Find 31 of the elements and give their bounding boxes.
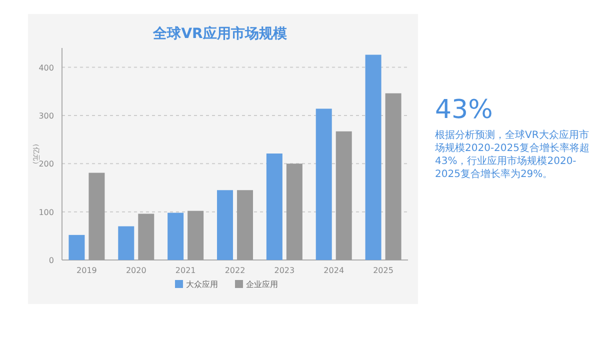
legend-label: 企业应用 (246, 280, 278, 289)
bar (217, 190, 233, 260)
bar (316, 108, 332, 260)
bar (237, 190, 253, 260)
y-tick-label: 300 (38, 111, 54, 120)
bar (266, 154, 282, 260)
bar (188, 210, 204, 260)
bar (168, 212, 184, 260)
annotation: 43% (435, 95, 494, 125)
chart-title: 全球VR应用市场规模 (152, 25, 288, 42)
x-tick-label: 2024 (324, 266, 344, 275)
bar (68, 234, 85, 260)
bar (365, 54, 382, 260)
y-tick-label: 0 (48, 256, 54, 265)
bar (336, 131, 352, 260)
y-tick-label: 100 (38, 208, 54, 217)
bar (88, 172, 105, 260)
bar (118, 226, 134, 260)
x-tick-label: 2021 (175, 266, 196, 275)
x-tick-label: 2023 (274, 266, 295, 275)
y-tick-label: 400 (38, 63, 54, 72)
bar (138, 214, 154, 260)
y-tick-label: 200 (38, 160, 54, 169)
bar (385, 93, 402, 260)
legend-label: 大众应用 (186, 280, 218, 289)
x-tick-label: 2025 (373, 266, 394, 275)
x-tick-label: 2019 (76, 266, 97, 275)
x-tick-label: 2020 (126, 266, 146, 275)
annotation: 根据分析预测，全球VR大众应用市场规模2020-2025复合增长率将超43%，行业应用市场规模2020-2025复合增长率为29%。 (435, 129, 591, 181)
x-tick-label: 2022 (224, 266, 246, 275)
bar (286, 164, 302, 260)
